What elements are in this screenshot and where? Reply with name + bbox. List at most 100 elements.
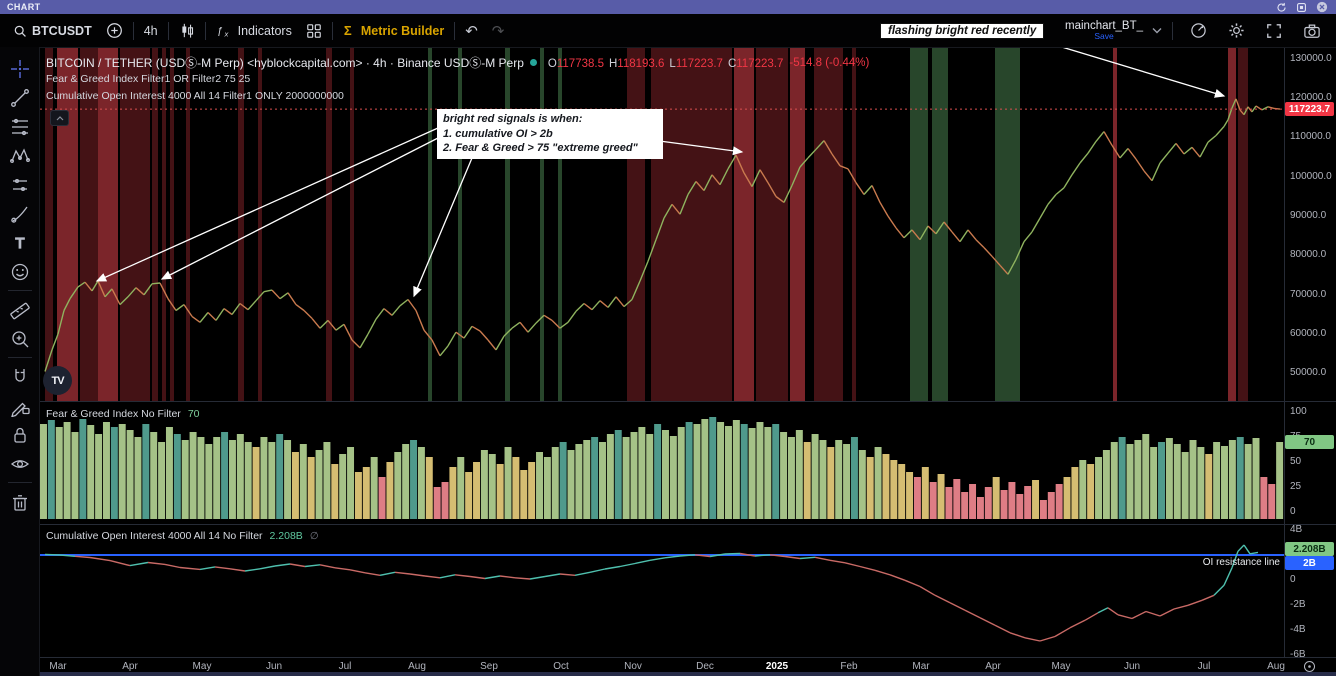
window-title: CHART <box>7 2 41 12</box>
brush-tool-button[interactable] <box>5 199 35 228</box>
annotation-arrow[interactable] <box>95 127 439 282</box>
trash-tool-button[interactable] <box>5 487 35 516</box>
crosshair-tool-button[interactable] <box>5 54 35 83</box>
fear-greed-title[interactable]: Fear & Greed Index No Filter <box>46 408 181 420</box>
refresh-icon[interactable] <box>1276 2 1287 13</box>
pane-divider[interactable] <box>40 401 1336 402</box>
fear-greed-bar <box>811 434 819 519</box>
ruler-tool-button[interactable] <box>5 295 35 324</box>
price-series <box>44 98 1281 372</box>
eye-tool-button[interactable] <box>5 449 35 478</box>
signal-annotation-box[interactable]: bright red signals is when: 1. cumulativ… <box>437 109 663 159</box>
trend-line-tool-button[interactable] <box>5 83 35 112</box>
fear-greed-bar <box>417 447 425 519</box>
undo-button[interactable]: ↶ <box>465 22 478 40</box>
fear-greed-bar <box>591 437 599 519</box>
collapse-legend-button[interactable] <box>50 110 69 126</box>
gear-icon <box>1229 23 1244 38</box>
chevron-up-icon <box>56 115 63 120</box>
fear-greed-bar <box>1165 438 1173 519</box>
fear-greed-legend[interactable]: Fear & Greed Index No Filter 70 <box>46 408 200 420</box>
quick-search-button[interactable] <box>1183 18 1214 44</box>
fear-greed-bar <box>583 440 591 519</box>
chart-name-label: mainchart_BT_ <box>1065 19 1143 32</box>
flashing-red-callout[interactable]: flashing bright red recently <box>880 23 1045 39</box>
compare-add-button[interactable] <box>99 18 130 44</box>
symbol-title[interactable]: BITCOIN / TETHER (USDⓈ-M Perp) <hyblockc… <box>46 56 524 70</box>
fear-greed-bar <box>1095 457 1103 519</box>
text-tool-tool-button[interactable]: T <box>5 228 35 257</box>
price-scale-column[interactable] <box>1284 47 1336 657</box>
metric-builder-button[interactable]: Σ Metric Builder <box>336 18 451 44</box>
open-interest-value-badge: 2.208B <box>1285 542 1334 556</box>
signal-band <box>428 47 432 401</box>
fear-greed-bar <box>992 477 1000 519</box>
chevron-down-icon[interactable] <box>1152 27 1162 34</box>
brush-icon <box>10 206 28 223</box>
lock-tool-button[interactable] <box>5 420 35 449</box>
window-icon[interactable] <box>1296 2 1307 13</box>
open-interest-title[interactable]: Cumulative Open Interest 4000 All 14 No … <box>46 530 263 542</box>
time-settings-icon[interactable] <box>1303 660 1316 676</box>
emoji-tool-button[interactable] <box>5 257 35 286</box>
fear-greed-bar <box>1236 437 1244 519</box>
signal-band <box>350 47 354 401</box>
fear-greed-bar <box>40 424 47 519</box>
time-axis-label: Mar <box>912 661 930 672</box>
snapshot-button[interactable] <box>1296 18 1328 44</box>
indicator-legend-coi-filter[interactable]: Cumulative Open Interest 4000 All 14 Fil… <box>46 90 344 102</box>
ohlc-value: 117223.7 <box>675 57 723 70</box>
fear-greed-bar <box>410 440 418 519</box>
fullscreen-button[interactable] <box>1259 18 1289 44</box>
chart-style-button[interactable] <box>172 18 202 44</box>
interval-button[interactable]: 4h <box>143 23 158 38</box>
annotation-arrow[interactable] <box>160 137 439 280</box>
fib-retracement-icon <box>11 118 28 135</box>
fear-greed-bar <box>803 442 811 519</box>
annotation-arrow[interactable] <box>651 139 744 156</box>
magnet-tool-button[interactable] <box>5 362 35 391</box>
tradingview-logo[interactable]: TV <box>43 366 72 395</box>
signal-band <box>932 47 948 401</box>
fear-greed-bar <box>1276 442 1284 519</box>
fear-greed-bar <box>906 472 914 519</box>
open-interest-legend[interactable]: Cumulative Open Interest 4000 All 14 No … <box>46 530 319 542</box>
fear-greed-bar <box>858 450 866 519</box>
fear-greed-bar <box>1268 484 1276 519</box>
zoom-in-tool-button[interactable] <box>5 324 35 353</box>
settings-button[interactable] <box>1221 18 1252 44</box>
annotation-arrow[interactable] <box>413 157 473 298</box>
fear-greed-bar <box>1102 450 1110 519</box>
symbol-search-button[interactable]: BTCUSDT <box>6 18 99 44</box>
fib-retracement-tool-button[interactable] <box>5 112 35 141</box>
fear-greed-bar <box>1008 482 1016 519</box>
save-button[interactable]: Save <box>1094 30 1114 41</box>
layout-grid-button[interactable] <box>299 18 329 44</box>
fear-greed-bar <box>630 432 638 519</box>
close-icon[interactable] <box>1316 1 1328 13</box>
price-tick-label: 90000.0 <box>1290 210 1327 221</box>
drawing-pencil-tool-button[interactable] <box>5 391 35 420</box>
fear-greed-bar <box>1150 447 1158 519</box>
pane-divider[interactable] <box>40 524 1336 525</box>
redo-button[interactable]: ↷ <box>491 22 505 40</box>
fear-greed-bar <box>189 432 197 519</box>
lock-icon <box>13 427 26 443</box>
time-axis-label: Apr <box>122 661 138 672</box>
indicator-legend-fg-filter[interactable]: Fear & Greed Index Filter1 OR Filter2 75… <box>46 73 251 85</box>
time-axis-label: Nov <box>624 661 642 672</box>
fear-greed-bar <box>504 447 512 519</box>
fear-greed-tick-label: 25 <box>1290 481 1302 492</box>
signal-band <box>734 47 754 401</box>
xabcd-pattern-tool-button[interactable] <box>5 141 35 170</box>
chart-layout-name[interactable]: mainchart_BT_ Save <box>1065 19 1143 41</box>
signal-band <box>505 47 510 401</box>
camera-icon <box>1304 24 1320 38</box>
position-tool-tool-button[interactable] <box>5 170 35 199</box>
symbol-legend[interactable]: BITCOIN / TETHER (USDⓈ-M Perp) <hyblockc… <box>46 54 869 71</box>
fear-greed-value: 70 <box>187 408 200 420</box>
fear-greed-bar <box>465 472 473 519</box>
